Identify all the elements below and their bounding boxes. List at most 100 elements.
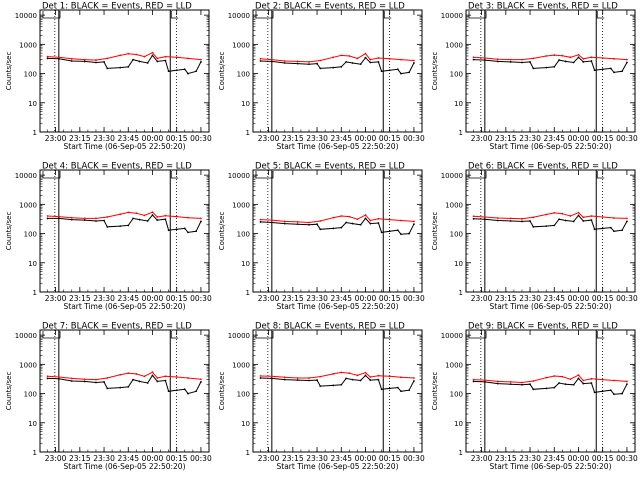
top-bracket-mark [596, 171, 605, 179]
events-data-point [146, 382, 149, 384]
events-data-point [319, 67, 322, 70]
y-tick-label: 100 [237, 391, 250, 399]
lld-data-point [57, 56, 60, 59]
lld-data-point [356, 218, 359, 221]
lld-data-point [156, 377, 159, 379]
lld-data-point [569, 378, 572, 381]
lld-data-point [106, 216, 109, 218]
events-data-point [195, 230, 197, 233]
x-tick-label: 23:45 [117, 454, 139, 463]
lld-data-point [561, 212, 564, 215]
lld-data-point [613, 217, 615, 219]
events-data-point [146, 62, 149, 64]
x-tick-label: 00:15 [379, 134, 401, 143]
events-data-point [95, 381, 97, 384]
top-bracket-mark [42, 11, 61, 19]
events-data-point [408, 389, 410, 392]
lld-data-point [340, 54, 343, 57]
x-tick-label: 23:00 [45, 294, 67, 303]
events-data-point [167, 390, 170, 393]
lld-data-point [626, 380, 628, 383]
y-tick-label: 1000 [232, 201, 250, 209]
lld-data-point [156, 216, 159, 218]
events-data-point [46, 57, 49, 60]
events-data-point [164, 59, 167, 62]
y-tick-label: 1 [459, 449, 463, 457]
x-tick-label: 23:00 [471, 134, 493, 143]
events-data-point [195, 390, 197, 393]
events-data-point [582, 61, 585, 63]
lld-data-point [532, 380, 535, 382]
x-tick-label: 23:45 [117, 294, 139, 303]
x-axis-label: Start Time (06-Sep-05 22:50:20) [64, 302, 186, 311]
x-tick-label: 23:45 [330, 134, 352, 143]
events-data-point [545, 387, 548, 390]
lld-data-point [601, 378, 604, 381]
events-data-point [472, 58, 475, 61]
lld-data-point [308, 377, 310, 379]
lld-data-point [187, 57, 189, 60]
x-tick-label: 23:30 [93, 454, 115, 463]
events-data-point [621, 70, 623, 73]
events-data-point [345, 61, 348, 63]
detector-plot-9: Det 9: BLACK = Events, RED = LLD 1 10 100 10… [431, 322, 638, 472]
top-bracket-mark [468, 11, 487, 19]
lld-data-point [577, 53, 580, 56]
events-data-point [138, 60, 141, 63]
events-data-point [283, 222, 286, 225]
lld-data-point [369, 58, 372, 61]
events-data-point [609, 389, 612, 392]
x-tick-label: 00:30 [190, 134, 212, 143]
events-data-point [564, 219, 567, 222]
lld-data-point [601, 216, 604, 218]
events-data-point [340, 226, 343, 229]
top-bracket-mark [596, 331, 605, 339]
events-data-point [413, 223, 415, 226]
x-tick-label: 23:15 [282, 134, 304, 143]
events-data-point [496, 60, 499, 63]
lld-data-point [319, 220, 322, 222]
lld-data-point [582, 379, 585, 382]
y-tick-label: 1 [246, 289, 250, 297]
lld-data-point [472, 56, 475, 59]
detector-plot-1: Det 1: BLACK = Events, RED = LLD 1 10 100 10… [5, 2, 212, 152]
lld-data-point [143, 55, 146, 58]
lld-data-point [582, 216, 585, 219]
x-tick-label: 23:30 [519, 454, 541, 463]
y-tick-label: 10000 [15, 332, 37, 340]
events-data-point [396, 229, 399, 232]
y-tick-label: 10000 [228, 332, 250, 340]
events-data-point [613, 230, 615, 233]
events-data-point [413, 380, 415, 382]
lld-data-point [364, 371, 367, 374]
lld-data-point [46, 215, 49, 217]
events-data-point [340, 65, 343, 68]
events-data-point [296, 223, 299, 226]
plot-title: Det 9: BLACK = Events, RED = LLD [468, 322, 618, 332]
events-data-point [132, 58, 135, 61]
lld-data-point [270, 219, 273, 221]
lld-data-point [356, 374, 359, 377]
lld-data-point [590, 215, 593, 217]
top-bracket-mark [383, 171, 392, 179]
lld-data-point [369, 219, 372, 222]
plot-frame [252, 329, 423, 453]
events-data-point [532, 225, 535, 228]
y-tick-label: 10 [454, 420, 463, 428]
events-data-point [509, 61, 512, 63]
lld-data-point [483, 379, 486, 381]
top-bracket-mark [255, 331, 274, 339]
events-data-point [400, 233, 402, 236]
events-data-point [151, 214, 154, 216]
x-tick-label: 00:30 [403, 134, 425, 143]
detector-plot-4: Det 4: BLACK = Events, RED = LLD 1 10 100 10… [5, 162, 212, 312]
events-data-point [388, 69, 391, 72]
y-tick-label: 1000 [445, 201, 463, 209]
x-tick-label: 23:15 [69, 454, 91, 463]
events-data-point [369, 222, 372, 225]
events-data-point [572, 61, 575, 64]
x-tick-label: 23:30 [519, 134, 541, 143]
lld-data-point [377, 57, 380, 59]
lld-data-point [561, 375, 564, 378]
events-data-point [529, 383, 531, 386]
